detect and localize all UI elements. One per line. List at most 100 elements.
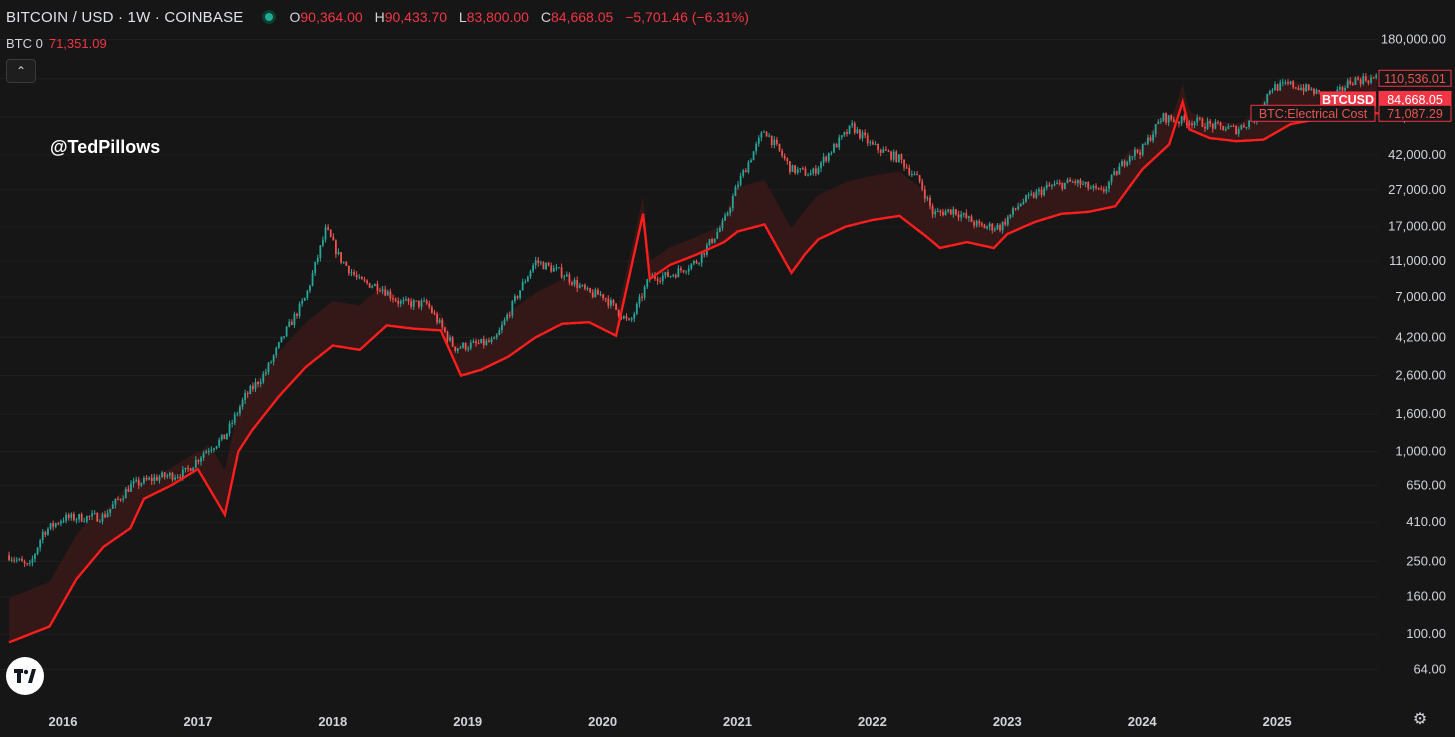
- candle-body: [882, 149, 885, 153]
- candle-body: [384, 289, 387, 296]
- candle-body: [1051, 185, 1053, 187]
- collapse-legend-button[interactable]: ⌃: [6, 59, 36, 83]
- candle-body: [482, 338, 485, 345]
- candle-body: [1338, 87, 1341, 90]
- price-tick-label: 2,600.00: [1395, 368, 1446, 383]
- candle-body: [1170, 115, 1173, 120]
- candle-body: [586, 288, 589, 290]
- candle-body: [1097, 187, 1100, 189]
- candle-body: [508, 314, 511, 316]
- candle-body: [1237, 129, 1240, 134]
- candle-body: [869, 141, 872, 144]
- candle-body: [244, 392, 247, 401]
- candle-body: [148, 477, 151, 480]
- candle-body: [910, 174, 913, 176]
- candle-body: [1359, 79, 1362, 84]
- candle-body: [962, 213, 965, 215]
- candle-body: [610, 300, 612, 306]
- candle-body: [765, 131, 768, 137]
- candle-body: [568, 274, 571, 283]
- candle-body: [412, 300, 415, 307]
- candle-body: [498, 330, 501, 336]
- candle-body: [376, 283, 379, 291]
- candle-body: [830, 152, 833, 154]
- candle-body: [978, 221, 981, 224]
- candle-body: [187, 467, 189, 469]
- candle-body: [1131, 156, 1134, 158]
- year-tick-label: 2024: [1128, 714, 1158, 729]
- candle-body: [106, 512, 109, 518]
- candle-body: [890, 151, 892, 160]
- candle-body: [763, 131, 765, 133]
- candle-body: [60, 521, 62, 524]
- indicator-price-label: 71,087.29: [1387, 107, 1443, 121]
- candle-body: [799, 168, 802, 170]
- candle-body: [337, 252, 340, 255]
- candle-body: [1076, 180, 1079, 184]
- tradingview-logo-icon[interactable]: [6, 657, 44, 695]
- gear-icon[interactable]: ⚙: [1412, 711, 1428, 728]
- candle-body: [789, 161, 791, 172]
- change-value: −5,701.46 (−6.31%): [625, 9, 749, 25]
- symbol-tag-box: [1320, 91, 1376, 108]
- indicator-legend[interactable]: BTC 0 71,351.09: [6, 36, 107, 51]
- candle-body: [306, 290, 309, 298]
- candle-body: [161, 472, 163, 478]
- candle-body: [1123, 161, 1126, 166]
- candle-body: [908, 167, 911, 175]
- candle-body: [539, 262, 542, 264]
- candle-body: [934, 211, 937, 215]
- candle-body: [1230, 125, 1232, 127]
- open-key: O: [289, 9, 301, 25]
- candle-body: [1315, 90, 1318, 95]
- candle-body: [210, 449, 213, 452]
- candle-body: [687, 268, 690, 272]
- candle-body: [1128, 156, 1131, 163]
- candle-body: [259, 381, 262, 385]
- candle-body: [750, 160, 752, 163]
- candle-body: [1196, 117, 1199, 123]
- candle-body: [552, 268, 555, 272]
- candle-body: [737, 184, 739, 187]
- candle-body: [1027, 194, 1030, 196]
- last-price-label: 84,668.05: [1387, 93, 1443, 107]
- candle-body: [1370, 77, 1372, 83]
- candle-body: [1074, 181, 1077, 184]
- candle-body: [721, 220, 724, 229]
- candle-body: [537, 260, 540, 263]
- candle-body: [672, 275, 675, 277]
- candle-body: [695, 260, 698, 264]
- candle-body: [386, 291, 389, 296]
- candle-body: [571, 282, 573, 285]
- candle-body: [220, 434, 223, 440]
- candle-body: [493, 337, 496, 340]
- low-value: 83,800.00: [466, 9, 529, 25]
- candle-body: [283, 336, 285, 338]
- candle-body: [423, 300, 426, 302]
- candle-body: [514, 296, 516, 302]
- candle-body: [1188, 123, 1191, 126]
- candle-body: [926, 197, 929, 199]
- candle-body: [88, 516, 91, 518]
- symbol-title[interactable]: BITCOIN / USD · 1W · COINBASE: [6, 8, 244, 26]
- candle-body: [615, 303, 617, 310]
- candle-body: [921, 181, 924, 190]
- candle-body: [1248, 120, 1250, 128]
- candle-body: [301, 300, 304, 304]
- candle-body: [744, 170, 747, 173]
- candle-body: [425, 300, 428, 304]
- candle-body: [1206, 121, 1209, 129]
- candle-body: [630, 318, 633, 320]
- candle-body: [783, 155, 786, 159]
- candle-body: [757, 137, 760, 144]
- candle-body: [399, 301, 402, 304]
- candle-body: [817, 168, 820, 174]
- candle-body: [1053, 184, 1056, 186]
- candle-body: [853, 123, 856, 133]
- candle-body: [895, 151, 898, 162]
- candle-body: [1292, 81, 1295, 88]
- candle-body: [545, 262, 547, 270]
- candle-body: [405, 298, 407, 301]
- indicator-tag-box: [1250, 104, 1376, 122]
